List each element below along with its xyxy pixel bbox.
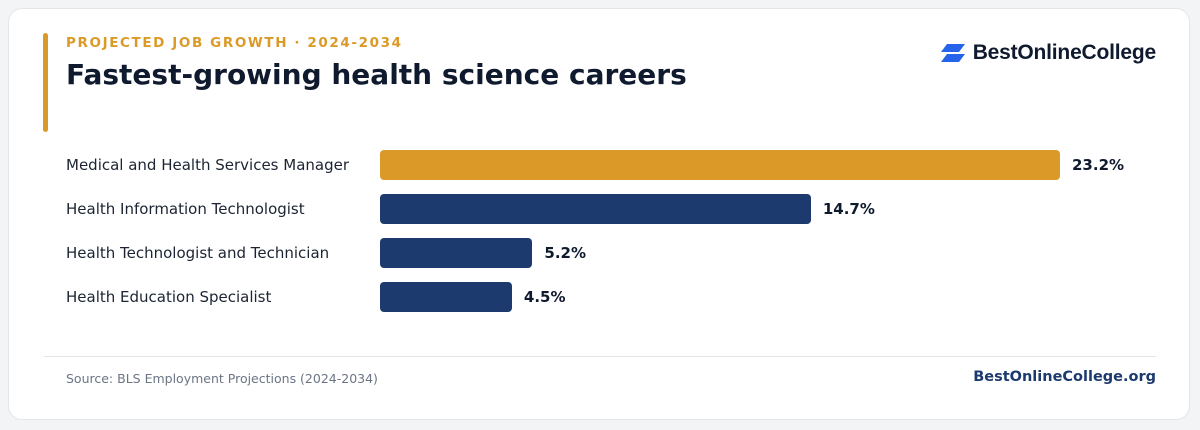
- category-label: Medical and Health Services Manager: [66, 156, 350, 174]
- footer-divider: [44, 356, 1156, 357]
- source-note: Source: BLS Employment Projections (2024…: [66, 371, 378, 386]
- brand-name: BestOnlineCollege: [972, 41, 1157, 64]
- value-label: 14.7%: [822, 200, 875, 218]
- category-label: Health Information Technologist: [66, 200, 305, 218]
- value-label: 23.2%: [1072, 156, 1125, 174]
- category-label: Health Technologist and Technician: [66, 244, 330, 262]
- value-label: 5.2%: [544, 244, 587, 262]
- bar: [380, 282, 512, 312]
- bar: [380, 150, 1060, 180]
- category-label: Health Education Specialist: [66, 288, 272, 306]
- chart-title: Fastest-growing health science careers: [66, 58, 687, 91]
- bar: [380, 238, 533, 268]
- value-label: 4.5%: [523, 288, 566, 306]
- site-link[interactable]: BestOnlineCollege.org: [973, 369, 1156, 385]
- eyebrow-text: PROJECTED JOB GROWTH · 2024-2034: [66, 35, 403, 51]
- brand-logo: BestOnlineCollege: [940, 40, 1157, 66]
- accent-bar: [43, 33, 48, 132]
- bar: [380, 194, 811, 224]
- stacked-parallelogram-logo-icon: [940, 44, 965, 62]
